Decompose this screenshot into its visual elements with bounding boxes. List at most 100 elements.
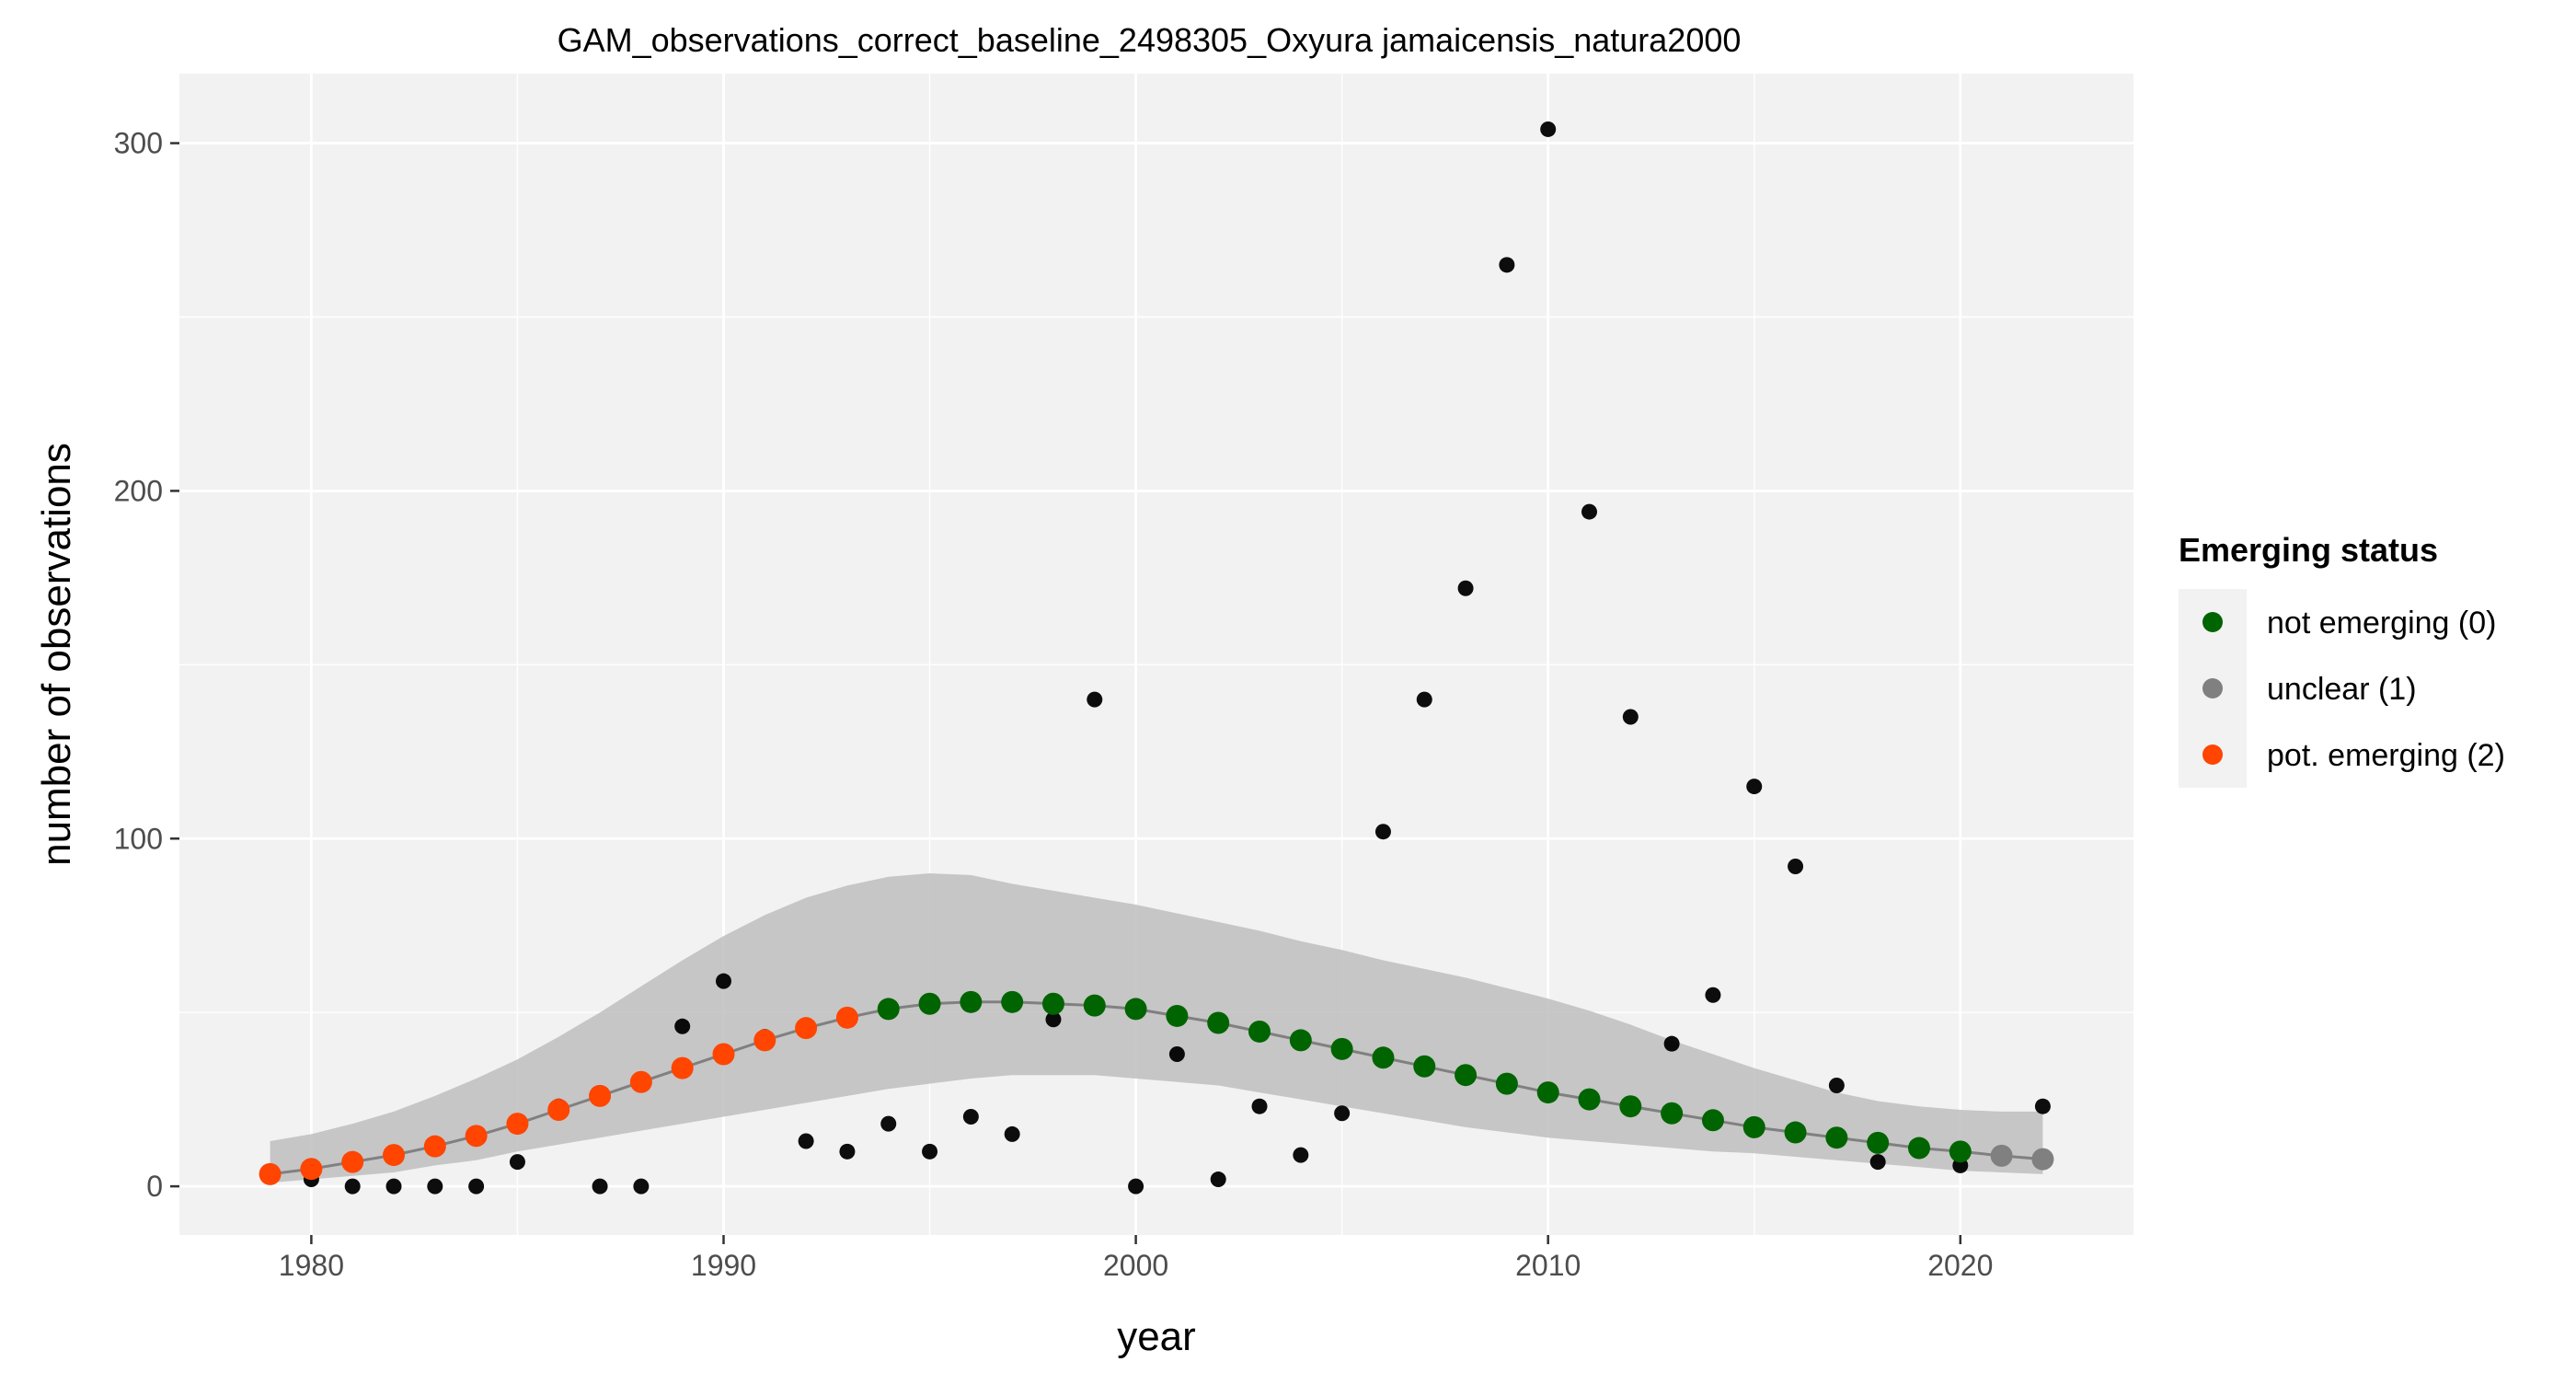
fit-point (1619, 1095, 1642, 1118)
observed-point (1045, 1011, 1062, 1028)
fit-point (1455, 1064, 1478, 1087)
fit-point (1701, 1109, 1724, 1132)
observed-point (1457, 580, 1474, 596)
fit-point (1825, 1126, 1848, 1149)
legend-label: pot. emerging (2) (2267, 738, 2505, 773)
observed-point (1293, 1147, 1309, 1163)
observed-point (1374, 824, 1391, 840)
observed-point (385, 1178, 402, 1195)
fit-point (1784, 1121, 1807, 1144)
observed-point (1622, 709, 1639, 725)
fit-point (671, 1056, 694, 1079)
fit-point (795, 1017, 818, 1040)
observed-point (1869, 1154, 1886, 1171)
legend-key (2202, 612, 2223, 632)
fit-points-layer (259, 990, 2054, 1185)
observed-point (509, 1154, 525, 1171)
axis-layer: 1980 1990 2000 2010 2020 0 100 200 300 (114, 127, 1994, 1282)
fit-point (1949, 1140, 1972, 1163)
fit-point (383, 1144, 406, 1167)
fit-point (1742, 1115, 1765, 1138)
observed-point (344, 1178, 361, 1195)
fit-point (629, 1070, 652, 1093)
x-tick-label: 2020 (1927, 1249, 1993, 1282)
observed-point (592, 1178, 608, 1195)
fit-point (506, 1113, 529, 1136)
fit-point (2031, 1148, 2054, 1171)
observed-point (962, 1109, 979, 1125)
y-tick-label: 100 (114, 822, 163, 855)
fit-point (877, 998, 900, 1021)
observed-point (1168, 1046, 1185, 1063)
observed-point (922, 1143, 938, 1160)
fit-point (1248, 1020, 1271, 1043)
fit-point (341, 1150, 364, 1173)
x-axis-label: year (1117, 1314, 1196, 1359)
legend-key (2202, 744, 2223, 765)
fit-point (1413, 1055, 1436, 1078)
fit-point (1041, 992, 1064, 1015)
fit-point (1536, 1081, 1559, 1104)
x-tick-label: 1980 (279, 1249, 344, 1282)
fit-point (1867, 1131, 1890, 1154)
legend-key (2202, 678, 2223, 698)
legend-label: not emerging (0) (2267, 606, 2496, 641)
observed-point (1746, 779, 1763, 795)
fit-point (1083, 994, 1106, 1017)
fit-point (1907, 1137, 1930, 1160)
fit-point (1207, 1011, 1230, 1034)
fit-point (753, 1029, 776, 1052)
fit-point (1289, 1029, 1312, 1052)
x-tick-label: 2010 (1515, 1249, 1581, 1282)
y-axis-label: number of observations (34, 443, 79, 866)
legend-items: not emerging (0) unclear (1) pot. emerging… (2202, 606, 2505, 773)
observed-point (1416, 691, 1432, 708)
fit-point (547, 1098, 570, 1121)
observed-points-layer (303, 121, 2051, 1195)
observed-point (1705, 987, 1721, 1003)
observed-point (715, 973, 731, 989)
observed-point (674, 1018, 691, 1034)
legend-label: unclear (1) (2267, 672, 2417, 707)
fit-point (1166, 1004, 1189, 1027)
observed-point (880, 1115, 897, 1132)
fit-point (1661, 1102, 1684, 1125)
observed-point (2034, 1098, 2051, 1114)
fit-point (835, 1006, 858, 1029)
observed-point (1004, 1125, 1020, 1142)
observed-point (1334, 1105, 1351, 1122)
observed-point (798, 1133, 814, 1149)
fit-point (1578, 1088, 1601, 1111)
observed-point (1788, 858, 1804, 874)
y-tick-label: 0 (146, 1170, 163, 1203)
observed-point (1663, 1035, 1680, 1052)
fit-point (1330, 1037, 1353, 1060)
observed-point (468, 1178, 485, 1195)
fit-point (259, 1162, 282, 1185)
fit-point (1001, 990, 1024, 1013)
chart-title: GAM_observations_correct_baseline_249830… (558, 21, 1742, 59)
observed-point (1210, 1171, 1226, 1188)
observed-point (1540, 121, 1557, 137)
observed-point (427, 1178, 443, 1195)
y-tick-label: 300 (114, 127, 163, 160)
observed-point (1128, 1178, 1144, 1195)
fit-point (1495, 1072, 1518, 1095)
observed-point (1581, 503, 1598, 520)
observed-point (1251, 1098, 1268, 1114)
confidence-ribbon (270, 873, 2043, 1183)
observed-point (633, 1178, 650, 1195)
fit-point (1990, 1144, 2013, 1167)
legend-title: Emerging status (2179, 531, 2438, 569)
fit-point (1124, 998, 1147, 1021)
observed-point (839, 1143, 856, 1160)
fit-point (423, 1135, 446, 1158)
fit-point (712, 1043, 735, 1066)
observed-point (1499, 257, 1515, 273)
fit-point (918, 992, 941, 1015)
y-tick-label: 200 (114, 474, 163, 507)
legend: Emerging status not emerging (0) unclear … (2179, 531, 2505, 788)
confidence-ribbon-layer (270, 873, 2043, 1183)
